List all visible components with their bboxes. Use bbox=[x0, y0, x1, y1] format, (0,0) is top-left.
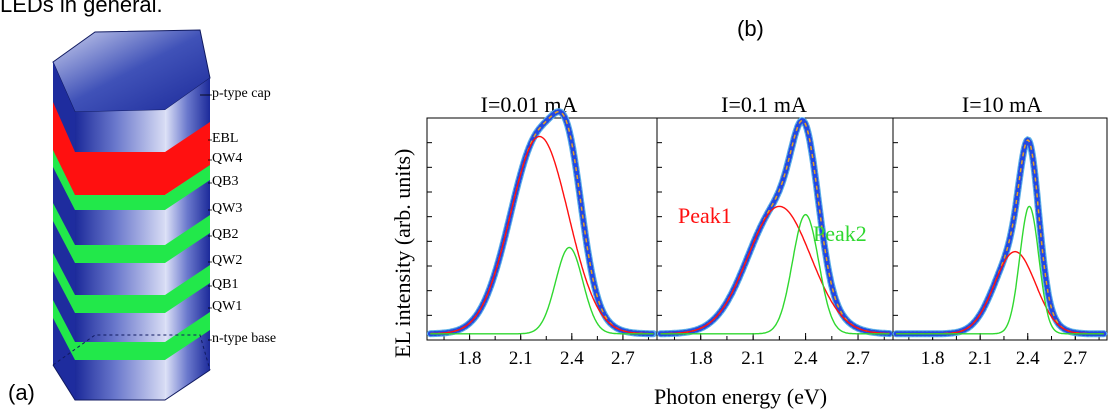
layer-ebl bbox=[53, 102, 210, 195]
panel-b-label: (b) bbox=[737, 16, 764, 41]
x-tick-label: 2.1 bbox=[741, 348, 766, 369]
layer-label-qw4: QW4 bbox=[212, 151, 243, 166]
layer-qw4 bbox=[53, 150, 210, 210]
x-tick-label: 1.8 bbox=[920, 348, 945, 369]
x-tick-label: 2.4 bbox=[793, 348, 818, 369]
layer-label-qw2: QW2 bbox=[212, 253, 243, 268]
layer-label-ebl: EBL bbox=[212, 131, 239, 146]
peak1-label: Peak1 bbox=[678, 203, 732, 228]
layer-qw1 bbox=[53, 300, 210, 360]
intro-text: LEDs in general. bbox=[0, 0, 163, 17]
leader-lines bbox=[200, 94, 212, 341]
plot-frame-3 bbox=[892, 117, 1108, 341]
panel-title-2: I=0.1 mA bbox=[721, 92, 807, 117]
layer-qw2 bbox=[53, 253, 210, 313]
peak1-curve-2 bbox=[660, 205, 890, 335]
x-tick-label: 2.7 bbox=[611, 348, 635, 369]
peak2-label: Peak2 bbox=[813, 221, 867, 246]
x-tick-label: 2.7 bbox=[1063, 348, 1088, 369]
nanowire-illustration bbox=[52, 29, 212, 401]
x-tick-label: 2.4 bbox=[559, 348, 584, 369]
layer-label-qb3: QB3 bbox=[212, 174, 239, 189]
panel-a-label: (a) bbox=[8, 380, 35, 405]
x-tick-label: 1.8 bbox=[688, 348, 713, 369]
layer-label-qw1: QW1 bbox=[212, 299, 243, 314]
x-tick-label: 2.1 bbox=[508, 348, 533, 369]
layer-label-qw3: QW3 bbox=[212, 201, 243, 216]
layer-label-p-type-cap: p-type cap bbox=[212, 86, 271, 101]
layer-qw3 bbox=[53, 203, 210, 263]
data-points-1 bbox=[427, 109, 657, 337]
fit-total-1 bbox=[430, 110, 654, 335]
layer-label-n-type-base: n-type base bbox=[212, 331, 277, 346]
x-tick-label: 2.4 bbox=[1015, 348, 1040, 369]
plot-frame-1 bbox=[426, 117, 658, 341]
layer-label-qb1: QB1 bbox=[212, 277, 239, 292]
x-tick-label: 1.8 bbox=[457, 348, 482, 369]
peak2-curve-2 bbox=[660, 213, 890, 335]
fit-total-3 bbox=[896, 139, 1104, 335]
data-points-halo-3 bbox=[892, 136, 1108, 338]
data-points-halo-1 bbox=[426, 108, 658, 338]
peak2-curve-3 bbox=[896, 205, 1104, 335]
peak2-curve-1 bbox=[430, 246, 654, 335]
x-tick-label: 2.1 bbox=[968, 348, 993, 369]
x-tick-label: 2.7 bbox=[846, 348, 870, 369]
x-axis-label: Photon energy (eV) bbox=[654, 384, 828, 409]
layer-label-qb2: QB2 bbox=[212, 227, 239, 242]
peak1-curve-1 bbox=[430, 135, 654, 335]
panel-title-3: I=10 mA bbox=[961, 92, 1043, 117]
data-points-3 bbox=[893, 137, 1107, 337]
